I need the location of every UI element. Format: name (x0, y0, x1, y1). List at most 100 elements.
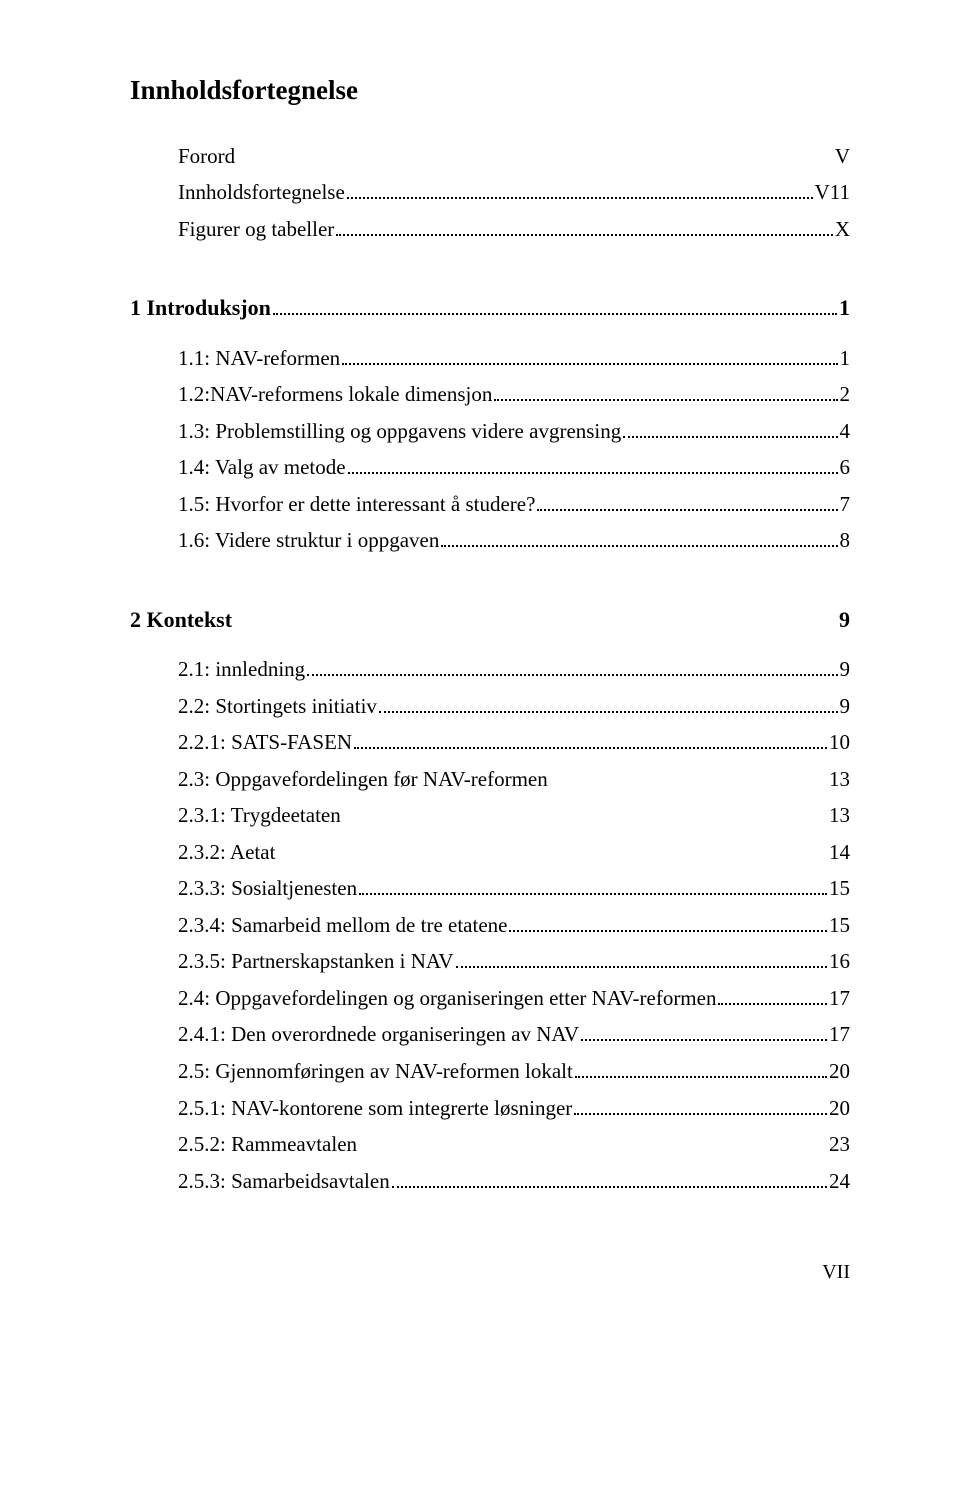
toc-item-label: 1.1: NAV-reformen (178, 342, 340, 375)
toc-item: 1.6: Videre struktur i oppgaven 8 (130, 524, 850, 557)
toc-item-label: 2.4.1: Den overordnede organiseringen av… (178, 1018, 579, 1051)
toc-item-page: 17 (829, 1018, 850, 1051)
leader (581, 1021, 827, 1042)
toc-item: 2.3.3: Sosialtjenesten 15 (130, 872, 850, 905)
toc-item-page: 15 (829, 909, 850, 942)
page-title: Innholdsfortegnelse (130, 70, 850, 112)
leader (509, 911, 827, 932)
toc-item: 1.1: NAV-reformen 1 (130, 342, 850, 375)
toc-item-page: 7 (840, 488, 851, 521)
toc-item-label: 2.3.1: Trygdeetaten (178, 799, 341, 832)
front-item: Forord V (130, 140, 850, 173)
toc-item: 2.3.5: Partnerskapstanken i NAV 16 (130, 945, 850, 978)
leader (575, 1057, 827, 1078)
toc-item-page: 13 (829, 763, 850, 796)
front-item-label: Innholdsfortegnelse (178, 176, 345, 209)
toc-item-label: 1.3: Problemstilling og oppgavens videre… (178, 415, 621, 448)
toc-item-label: 2.3.4: Samarbeid mellom de tre etatene (178, 909, 507, 942)
leader (623, 417, 837, 438)
toc-item-label: 1.4: Valg av metode (178, 451, 346, 484)
toc-item-label: 1.5: Hvorfor er dette interessant å stud… (178, 488, 535, 521)
front-item-page: V11 (815, 176, 850, 209)
leader (348, 453, 838, 474)
front-item-label: Figurer og tabeller (178, 213, 334, 246)
section-head: 2 Kontekst 9 (130, 603, 850, 637)
toc-item: 2.4: Oppgavefordelingen og organiseringe… (130, 982, 850, 1015)
toc-item-label: 2.5.2: Rammeavtalen (178, 1128, 357, 1161)
toc-item-label: 2.4: Oppgavefordelingen og organiseringe… (178, 982, 716, 1015)
toc-item-page: 14 (829, 836, 850, 869)
toc-item: 1.2:NAV-reformens lokale dimensjon 2 (130, 378, 850, 411)
toc-item-label: 2.3.2: Aetat (178, 836, 275, 869)
toc-item: 2.5: Gjennomføringen av NAV-reformen lok… (130, 1055, 850, 1088)
leader (392, 1167, 827, 1188)
toc-item: 2.3.4: Samarbeid mellom de tre etatene 1… (130, 909, 850, 942)
toc-item-page: 13 (829, 799, 850, 832)
front-item-page: X (835, 213, 850, 246)
leader (441, 526, 837, 547)
toc-item-page: 2 (840, 378, 851, 411)
toc-item-label: 2.3: Oppgavefordelingen før NAV-reformen (178, 763, 548, 796)
leader (537, 490, 837, 511)
toc-item: 2.3: Oppgavefordelingen før NAV-reformen… (130, 763, 850, 796)
leader (494, 380, 837, 401)
toc-item: 1.3: Problemstilling og oppgavens videre… (130, 415, 850, 448)
toc-item-page: 8 (840, 524, 851, 557)
leader (359, 874, 827, 895)
leader (347, 179, 813, 200)
toc-sections: 1 Introduksjon 11.1: NAV-reformen 11.2:N… (130, 291, 850, 1197)
toc-item-page: 9 (840, 653, 851, 686)
toc-item-label: 2.2: Stortingets initiativ (178, 690, 377, 723)
leader (336, 215, 833, 236)
front-item: Figurer og tabeller X (130, 213, 850, 246)
toc-item-label: 1.6: Videre struktur i oppgaven (178, 524, 439, 557)
toc-item-page: 6 (840, 451, 851, 484)
leader (574, 1094, 827, 1115)
toc-item-page: 9 (840, 690, 851, 723)
toc-item-page: 15 (829, 872, 850, 905)
toc-item-page: 24 (829, 1165, 850, 1198)
leader (718, 984, 827, 1005)
toc-item-page: 17 (829, 982, 850, 1015)
toc-item: 2.2.1: SATS-FASEN 10 (130, 726, 850, 759)
leader (307, 655, 837, 676)
toc-item-page: 23 (829, 1128, 850, 1161)
toc-item: 2.2: Stortingets initiativ 9 (130, 690, 850, 723)
page-number: VII (130, 1257, 850, 1288)
leader (354, 728, 827, 749)
toc-item-page: 16 (829, 945, 850, 978)
toc-item: 2.1: innledning 9 (130, 653, 850, 686)
toc-item: 2.5.1: NAV-kontorene som integrerte løsn… (130, 1092, 850, 1125)
toc-item-label: 2.1: innledning (178, 653, 305, 686)
toc-item: 2.5.2: Rammeavtalen 23 (130, 1128, 850, 1161)
section-head: 1 Introduksjon 1 (130, 291, 850, 325)
toc-item: 1.5: Hvorfor er dette interessant å stud… (130, 488, 850, 521)
section-head-label: 1 Introduksjon (130, 291, 271, 325)
toc-item-page: 1 (840, 342, 851, 375)
toc-item-label: 1.2:NAV-reformens lokale dimensjon (178, 378, 492, 411)
front-item-page: V (835, 140, 850, 173)
section-head-page: 9 (839, 603, 850, 637)
front-item: Innholdsfortegnelse V11 (130, 176, 850, 209)
toc-item-page: 20 (829, 1055, 850, 1088)
toc-item: 2.5.3: Samarbeidsavtalen 24 (130, 1165, 850, 1198)
front-item-label: Forord (178, 140, 235, 173)
leader (273, 294, 837, 316)
toc-item-page: 20 (829, 1092, 850, 1125)
leader (342, 344, 837, 365)
toc-item-label: 2.5: Gjennomføringen av NAV-reformen lok… (178, 1055, 573, 1088)
toc-item-page: 10 (829, 726, 850, 759)
toc-item-label: 2.3.5: Partnerskapstanken i NAV (178, 945, 454, 978)
toc-item: 2.3.2: Aetat 14 (130, 836, 850, 869)
toc-item-label: 2.3.3: Sosialtjenesten (178, 872, 357, 905)
section-head-page: 1 (839, 291, 850, 325)
toc-item-label: 2.2.1: SATS-FASEN (178, 726, 352, 759)
leader (379, 692, 838, 713)
toc-item-label: 2.5.3: Samarbeidsavtalen (178, 1165, 390, 1198)
section-head-label: 2 Kontekst (130, 603, 232, 637)
toc-item: 1.4: Valg av metode 6 (130, 451, 850, 484)
leader (456, 947, 828, 968)
toc-item: 2.3.1: Trygdeetaten 13 (130, 799, 850, 832)
toc-item-page: 4 (840, 415, 851, 448)
toc-item-label: 2.5.1: NAV-kontorene som integrerte løsn… (178, 1092, 572, 1125)
